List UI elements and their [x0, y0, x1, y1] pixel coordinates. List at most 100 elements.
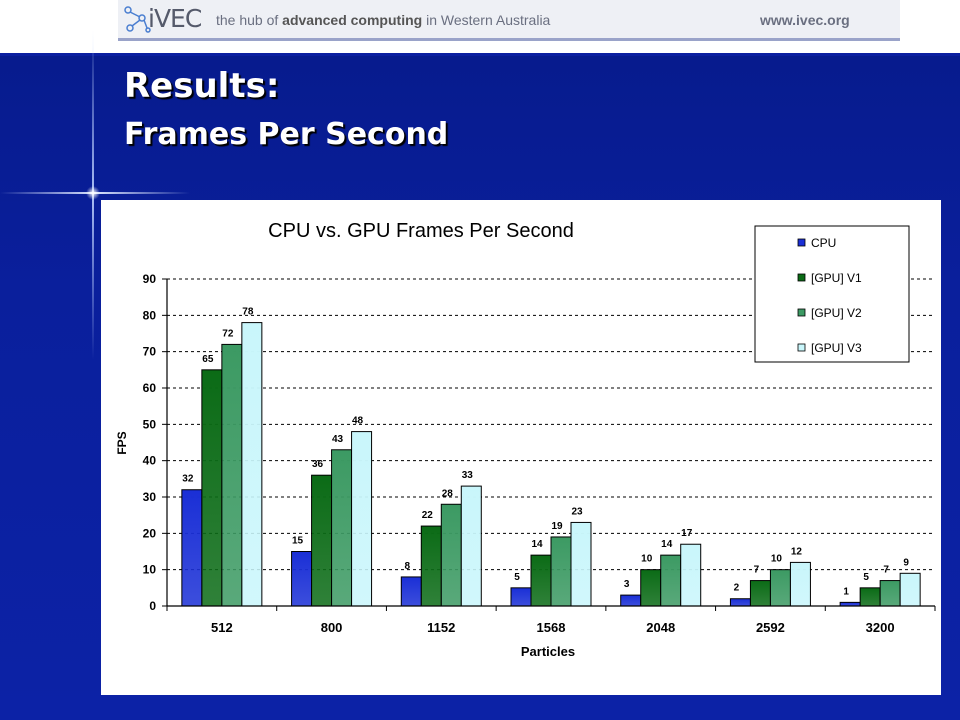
y-tick-label: 90 [143, 272, 157, 286]
bar [351, 431, 373, 607]
legend-swatch [797, 343, 806, 352]
data-label: 15 [292, 536, 304, 547]
data-label: 72 [222, 328, 234, 339]
y-tick-label: 50 [143, 417, 157, 431]
bar [241, 322, 263, 607]
data-label: 78 [242, 307, 254, 318]
bar [729, 598, 751, 607]
header-url: www.ivec.org [760, 12, 850, 28]
slide-title: Results: [124, 66, 280, 106]
y-tick-label: 60 [143, 381, 157, 395]
data-label: 8 [405, 561, 411, 572]
bar-chart: CPU vs. GPU Frames Per Second Particles … [115, 220, 936, 659]
data-label: 9 [903, 557, 909, 568]
x-tick-label: 3200 [866, 620, 895, 635]
bar [789, 561, 811, 607]
header-tagline: the hub of advanced computing in Western… [216, 12, 550, 28]
bar [530, 554, 552, 607]
bar [769, 569, 791, 607]
legend-box [754, 225, 910, 363]
data-label: 28 [442, 488, 454, 499]
data-label: 10 [641, 554, 653, 565]
data-label: 7 [754, 565, 760, 576]
tagline-pre: the hub of [216, 12, 283, 28]
bar [620, 594, 642, 607]
bars-group: 3265727815364348822283351419233101417271… [181, 307, 921, 607]
data-label: 2 [734, 583, 740, 594]
logo-text: iVEC [148, 4, 202, 33]
header-banner: iVEC the hub of advanced computing in We… [0, 0, 960, 56]
y-axis-label: FPS [115, 431, 129, 454]
y-tick-label: 0 [149, 599, 156, 613]
data-label: 14 [531, 539, 543, 550]
y-tick-label: 10 [143, 563, 157, 577]
bar [899, 572, 921, 607]
data-label: 14 [661, 539, 673, 550]
bar [420, 525, 442, 607]
y-tick-label: 20 [143, 526, 157, 540]
data-label: 48 [352, 416, 364, 427]
data-label: 5 [863, 572, 869, 583]
tagline-post: in Western Australia [422, 12, 551, 28]
bar [859, 587, 881, 607]
x-tick-label: 2048 [646, 620, 675, 635]
tagline-bold: advanced computing [282, 12, 423, 28]
y-tick-label: 70 [143, 345, 157, 359]
data-label: 3 [624, 579, 630, 590]
bar [221, 343, 243, 607]
x-tick-label: 512 [211, 620, 233, 635]
data-label: 7 [883, 565, 889, 576]
bar [311, 474, 333, 607]
data-label: 1 [843, 586, 849, 597]
data-label: 65 [202, 354, 214, 365]
data-label: 10 [771, 554, 783, 565]
y-tick-label: 80 [143, 308, 157, 322]
bar [440, 503, 462, 607]
bar [400, 576, 422, 607]
bar [291, 551, 313, 607]
data-label: 22 [422, 510, 434, 521]
bar [331, 449, 353, 607]
x-tick-label: 800 [321, 620, 343, 635]
bar [460, 485, 482, 607]
data-label: 17 [681, 528, 693, 539]
chart-panel: CPU vs. GPU Frames Per Second Particles … [101, 200, 941, 695]
data-label: 32 [182, 474, 194, 485]
bar [660, 554, 682, 607]
gridlines [167, 278, 935, 571]
slide-subtitle: Frames Per Second [124, 117, 449, 152]
legend-label: [GPU] V1 [811, 271, 862, 285]
y-tick-label: 40 [143, 454, 157, 468]
legend-label: [GPU] V2 [811, 306, 862, 320]
bar [510, 587, 532, 607]
x-tick-label: 1568 [537, 620, 566, 635]
data-label: 23 [571, 506, 583, 517]
bar [879, 580, 901, 607]
x-tick-label: 2592 [756, 620, 785, 635]
legend-label: [GPU] V3 [811, 341, 862, 355]
legend-swatch [797, 238, 806, 247]
data-label: 36 [312, 459, 324, 470]
header-logo-bar: iVEC the hub of advanced computing in We… [118, 0, 900, 41]
bar [680, 543, 702, 607]
sparkle-decoration-center [86, 186, 100, 200]
chart-title: CPU vs. GPU Frames Per Second [268, 220, 574, 242]
data-label: 19 [551, 521, 563, 532]
data-label: 43 [332, 434, 344, 445]
bar [550, 536, 572, 607]
legend-label: CPU [811, 236, 836, 250]
data-label: 5 [514, 572, 520, 583]
bar [749, 580, 771, 607]
legend-swatch [797, 308, 806, 317]
bar [181, 489, 203, 607]
data-label: 33 [462, 470, 474, 481]
y-tick-label: 30 [143, 490, 157, 504]
bar [640, 569, 662, 607]
data-label: 12 [791, 546, 803, 557]
ivec-logo-icon [124, 6, 151, 33]
bar [201, 369, 223, 607]
x-axis-label: Particles [521, 644, 575, 659]
x-tick-label: 1152 [427, 620, 455, 635]
legend: CPU [GPU] V1 [GPU] V2 [GPU] V3 [754, 225, 910, 363]
